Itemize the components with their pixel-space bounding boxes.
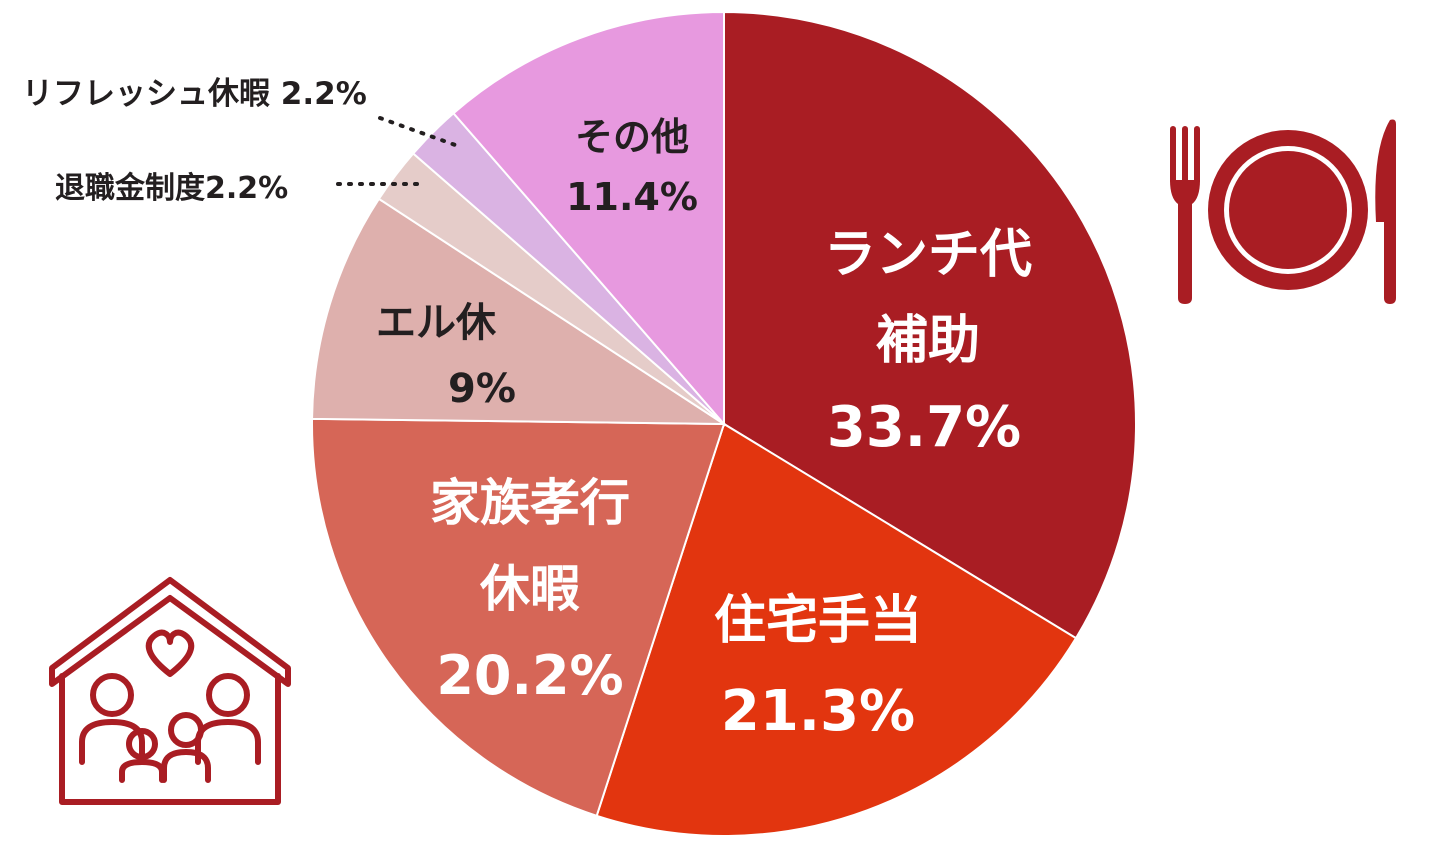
label-retirement: 退職金制度2.2% [55, 171, 288, 206]
label-other-name: その他 [575, 115, 689, 159]
family-house-icon [49, 577, 291, 805]
pie-slice-6 [452, 10, 725, 427]
label-family-name-line2: 休暇 [479, 560, 580, 618]
pie-slice-0 [723, 10, 1137, 640]
pie-slice-1 [595, 422, 1078, 837]
label-lunch-name-line2: 補助 [876, 311, 980, 371]
label-housing-value: 21.3% [721, 679, 915, 744]
pie-slices [311, 10, 1137, 837]
label-family-name-line1: 家族孝行 [430, 474, 630, 532]
label-housing-name: 住宅手当 [714, 591, 922, 651]
leader-lines [336, 116, 460, 186]
fork-plate-knife-icon [1170, 119, 1396, 304]
label-l-leave-value: 9% [448, 366, 516, 412]
label-lunch-value: 33.7% [827, 395, 1021, 460]
pie-slice-2 [311, 417, 726, 818]
pie-slice-3 [311, 197, 728, 426]
label-l-leave-name: エル休 [376, 300, 497, 346]
label-family-value: 20.2% [436, 644, 623, 707]
label-other-value: 11.4% [566, 175, 698, 219]
label-refresh: リフレッシュ休暇 2.2% [22, 76, 367, 112]
label-lunch-name-line1: ランチ代 [824, 225, 1032, 285]
leader-line-refresh [378, 116, 460, 148]
